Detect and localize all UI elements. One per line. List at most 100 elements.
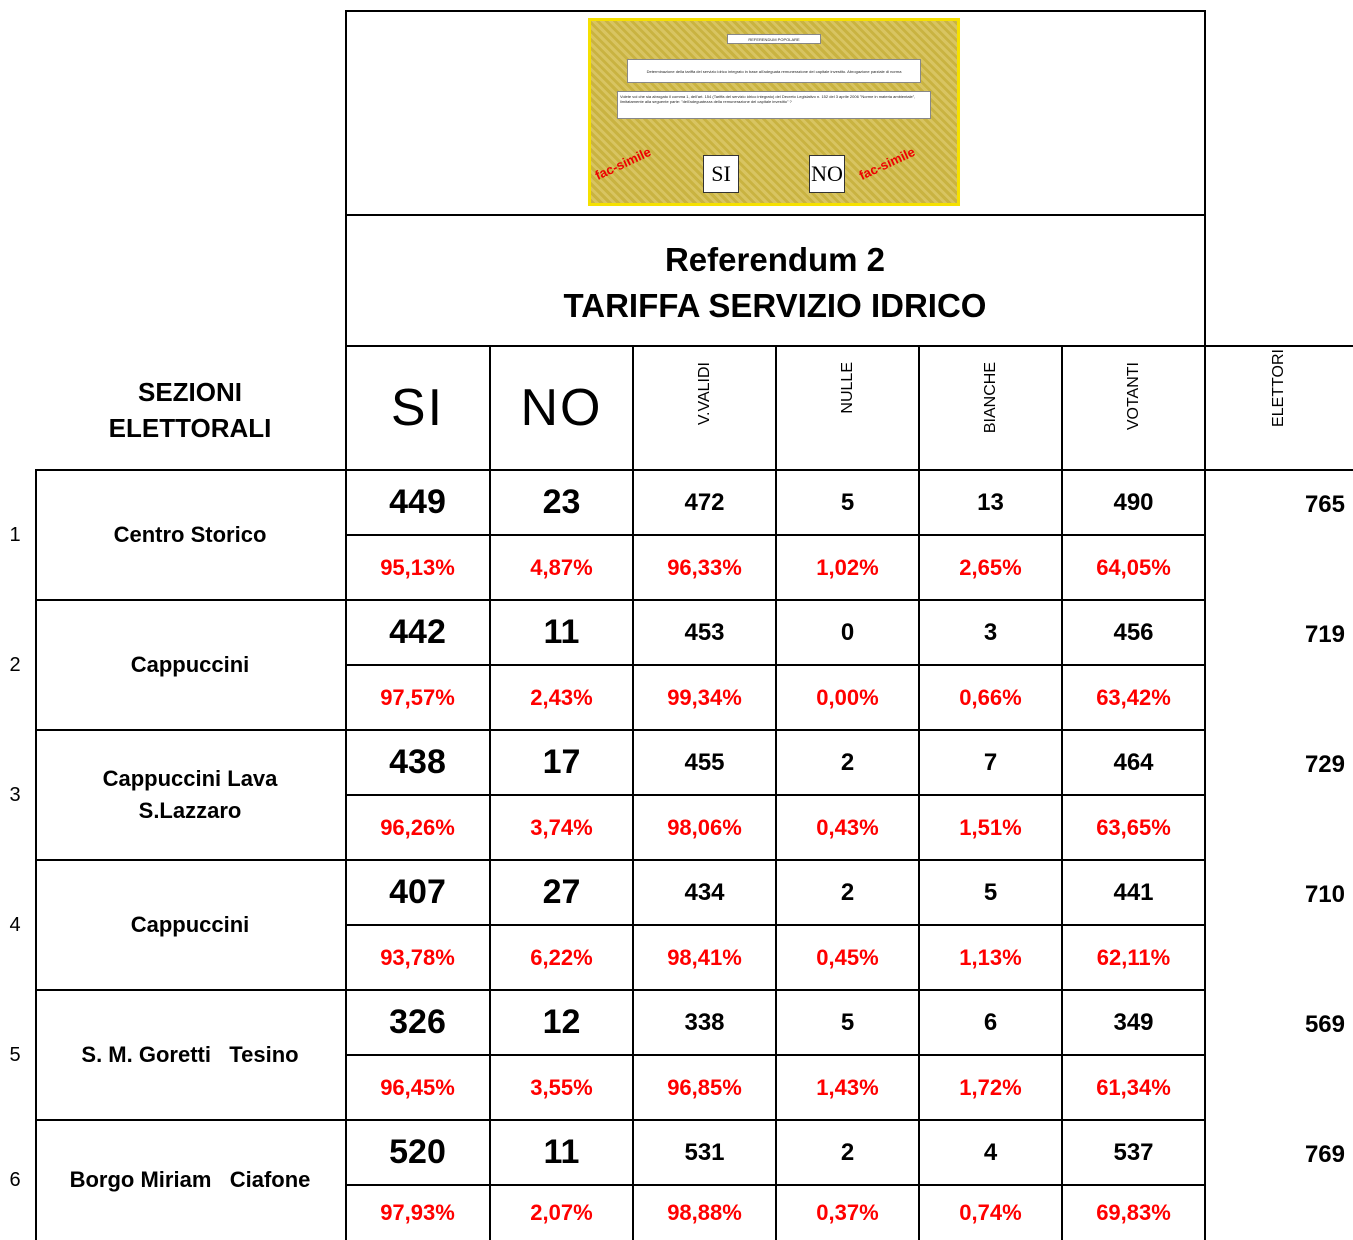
column-header: SI: [345, 345, 490, 470]
ballot-option: NO: [809, 155, 845, 193]
border-line: [35, 859, 1205, 861]
count-cell: 769: [1205, 1132, 1345, 1177]
percent-cell: 63,42%: [1062, 665, 1205, 730]
count-cell: 7: [919, 730, 1062, 795]
border-line: [918, 346, 920, 1240]
count-cell: 0: [776, 600, 919, 665]
count-cell: 464: [1062, 730, 1205, 795]
section-name: Centro Storico: [40, 470, 340, 600]
percent-cell: 1,72%: [919, 1055, 1062, 1120]
percent-cell: 1,43%: [776, 1055, 919, 1120]
percent-cell: 2,07%: [490, 1185, 633, 1240]
count-cell: 490: [1062, 470, 1205, 535]
percent-cell: 2,65%: [919, 535, 1062, 600]
section-name: Cappuccini: [40, 600, 340, 730]
count-cell: 23: [490, 470, 633, 535]
count-cell: 442: [345, 600, 490, 665]
title-line: Referendum 2: [345, 238, 1205, 282]
count-cell: 434: [633, 860, 776, 925]
count-cell: 17: [490, 730, 633, 795]
percent-cell: 98,06%: [633, 795, 776, 860]
count-cell: 2: [776, 860, 919, 925]
row-number: 4: [0, 860, 30, 990]
count-cell: 6: [919, 990, 1062, 1055]
border-line: [35, 470, 37, 1240]
count-cell: 12: [490, 990, 633, 1055]
count-cell: 5: [919, 860, 1062, 925]
title-line: TARIFFA SERVIZIO IDRICO: [345, 284, 1205, 328]
percent-cell: 69,83%: [1062, 1185, 1205, 1240]
percent-cell: 98,41%: [633, 925, 776, 990]
percent-cell: 96,45%: [345, 1055, 490, 1120]
count-cell: 5: [776, 990, 919, 1055]
watermark: fac-simile: [593, 144, 654, 183]
section-header: SEZIONI ELETTORALI: [60, 370, 320, 450]
percent-cell: 61,34%: [1062, 1055, 1205, 1120]
count-cell: 349: [1062, 990, 1205, 1055]
section-name: Borgo Miriam Ciafone: [40, 1120, 340, 1240]
count-cell: 520: [345, 1120, 490, 1185]
percent-cell: 95,13%: [345, 535, 490, 600]
watermark: fac-simile: [857, 144, 918, 183]
percent-cell: 1,13%: [919, 925, 1062, 990]
count-cell: 2: [776, 730, 919, 795]
column-header: VOTANTI: [1124, 362, 1144, 482]
border-line: [345, 10, 1205, 12]
percent-cell: 99,34%: [633, 665, 776, 730]
count-cell: 537: [1062, 1120, 1205, 1185]
section-name: S. M. Goretti Tesino: [40, 990, 340, 1120]
percent-cell: 64,05%: [1062, 535, 1205, 600]
count-cell: 453: [633, 600, 776, 665]
percent-cell: 1,51%: [919, 795, 1062, 860]
count-cell: 2: [776, 1120, 919, 1185]
row-number: 5: [0, 990, 30, 1120]
ballot-option: SI: [703, 155, 739, 193]
ballot-image: REFERENDUM POPOLARE Determinazione della…: [588, 18, 960, 206]
border-line: [345, 214, 1205, 216]
count-cell: 441: [1062, 860, 1205, 925]
border-line: [35, 989, 1205, 991]
border-line: [35, 729, 1205, 731]
border-line: [35, 469, 1353, 471]
count-cell: 4: [919, 1120, 1062, 1185]
percent-cell: 1,02%: [776, 535, 919, 600]
count-cell: 719: [1205, 612, 1345, 657]
border-line: [1204, 10, 1206, 1240]
percent-cell: 63,65%: [1062, 795, 1205, 860]
count-cell: 338: [633, 990, 776, 1055]
section-name: Cappuccini Lava S.Lazzaro: [70, 730, 310, 860]
row-number: 2: [0, 600, 30, 730]
percent-cell: 0,45%: [776, 925, 919, 990]
percent-cell: 96,33%: [633, 535, 776, 600]
column-header: NULLE: [838, 362, 858, 482]
count-cell: 13: [919, 470, 1062, 535]
border-line: [35, 1119, 1205, 1121]
border-line: [775, 346, 777, 1240]
row-number: 3: [0, 730, 30, 860]
column-header: ELETTORI: [1269, 349, 1289, 469]
border-line: [489, 346, 491, 1240]
count-cell: 11: [490, 600, 633, 665]
ballot-header: REFERENDUM POPOLARE: [727, 34, 821, 44]
percent-cell: 97,93%: [345, 1185, 490, 1240]
count-cell: 5: [776, 470, 919, 535]
ballot-subject: Determinazione della tariffa del servizi…: [627, 59, 921, 83]
border-line: [35, 599, 1205, 601]
count-cell: 27: [490, 860, 633, 925]
row-number: 6: [0, 1120, 30, 1240]
percent-cell: 2,43%: [490, 665, 633, 730]
count-cell: 710: [1205, 872, 1345, 917]
percent-cell: 3,55%: [490, 1055, 633, 1120]
count-cell: 11: [490, 1120, 633, 1185]
percent-cell: 0,43%: [776, 795, 919, 860]
count-cell: 456: [1062, 600, 1205, 665]
percent-cell: 0,66%: [919, 665, 1062, 730]
percent-cell: 96,85%: [633, 1055, 776, 1120]
count-cell: 472: [633, 470, 776, 535]
percent-cell: 3,74%: [490, 795, 633, 860]
count-cell: 3: [919, 600, 1062, 665]
border-line: [345, 345, 1353, 347]
section-name: Cappuccini: [40, 860, 340, 990]
count-cell: 326: [345, 990, 490, 1055]
count-cell: 531: [633, 1120, 776, 1185]
